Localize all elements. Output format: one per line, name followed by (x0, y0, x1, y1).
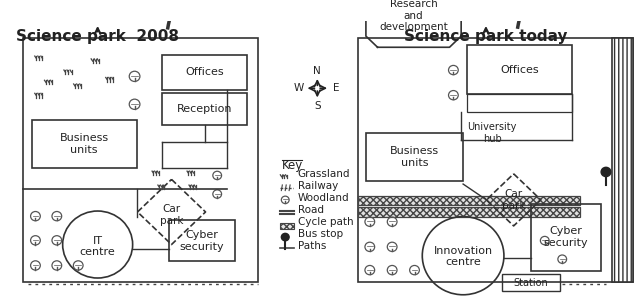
Bar (358, 196, 580, 206)
Text: IT
centre: IT centre (80, 235, 116, 257)
Text: Key: Key (282, 159, 303, 172)
Bar (168, 220, 235, 261)
Text: Railway: Railway (298, 181, 338, 191)
Bar (280, 223, 294, 229)
Bar (467, 94, 572, 113)
Bar (612, 38, 633, 282)
Text: Innovation
centre: Innovation centre (433, 246, 493, 267)
Text: E: E (333, 83, 339, 93)
Text: Science park today: Science park today (404, 29, 568, 44)
Text: Woodland: Woodland (298, 193, 349, 203)
Text: Offices: Offices (185, 67, 224, 77)
Text: Station: Station (514, 278, 548, 288)
Text: Grassland: Grassland (298, 169, 350, 179)
Text: Paths: Paths (298, 241, 326, 251)
Text: W: W (294, 83, 304, 93)
Bar (31, 120, 136, 168)
Text: Car
park: Car park (160, 204, 183, 226)
Bar (366, 133, 463, 181)
Bar (358, 207, 580, 217)
Bar (358, 38, 633, 282)
Text: Offices: Offices (500, 65, 539, 75)
Bar (23, 38, 258, 282)
Text: Car
park: Car park (502, 189, 525, 211)
Text: Science park  2008: Science park 2008 (16, 29, 179, 44)
Bar (162, 93, 247, 125)
Bar (467, 45, 572, 94)
Text: N: N (314, 66, 321, 76)
Text: Business
units: Business units (60, 133, 109, 155)
Bar (502, 274, 560, 291)
Text: Cyber
security: Cyber security (179, 230, 224, 252)
Bar (531, 203, 601, 271)
Text: University
hub: University hub (468, 122, 517, 144)
Text: Reception: Reception (177, 104, 232, 114)
Text: Bus stop: Bus stop (298, 229, 343, 239)
Text: S: S (314, 101, 321, 111)
Text: Business
units: Business units (390, 146, 439, 168)
Bar (162, 55, 247, 90)
Text: Road: Road (298, 205, 324, 215)
Text: Research
and
development: Research and development (379, 0, 448, 32)
Circle shape (282, 233, 289, 241)
Text: Cyber
security: Cyber security (544, 226, 588, 248)
Circle shape (601, 167, 611, 177)
Text: Cycle path: Cycle path (298, 217, 353, 227)
